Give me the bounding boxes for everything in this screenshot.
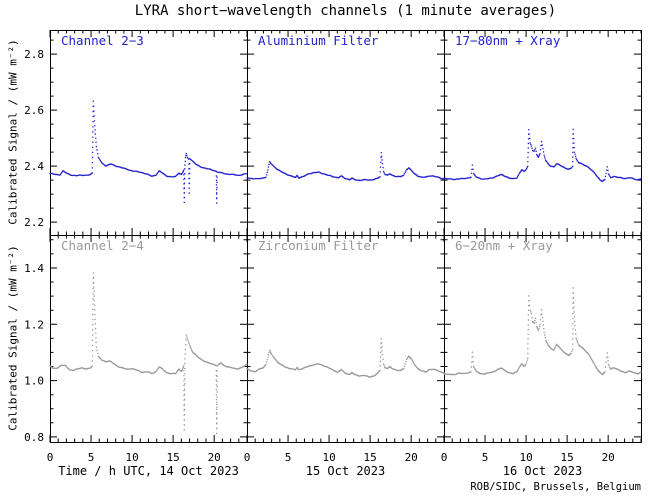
y-axis-title-text: Calibrated Signal / (mW m⁻²)	[6, 39, 20, 225]
credit-text: ROB/SIDC, Brussels, Belgium	[470, 481, 641, 493]
panel-border	[50, 235, 248, 443]
y-tick-label: 1.4	[24, 262, 44, 275]
y-tick-label: 2.4	[24, 160, 44, 173]
x-tick-label: 20	[208, 451, 221, 464]
y-tick-label: 1.0	[24, 375, 44, 388]
panel-label-6-20nm-xray: 6−20nm + Xray	[455, 238, 553, 253]
x-tick-label: 5	[285, 451, 292, 464]
panel-label-channel-2-4: Channel 2−4	[61, 238, 144, 253]
axis-ticks	[49, 30, 642, 442]
y-tick-label: 2.2	[24, 216, 44, 229]
x-axis-title-day2: 15 Oct 2023	[305, 464, 386, 478]
y-axis-title-text: Calibrated Signal / (mW m⁻²)	[6, 245, 20, 431]
chart-title: LYRA short−wavelength channels (1 minute…	[134, 3, 557, 19]
x-tick-label: 0	[244, 451, 251, 464]
x-tick-label: 20	[405, 451, 418, 464]
series-17-80nm-xray	[443, 128, 642, 183]
x-axis-title-day3: 16 Oct 2023	[502, 464, 583, 478]
x-tick-label: 5	[482, 451, 489, 464]
x-tick-label: 10	[519, 451, 532, 464]
panel-border	[444, 30, 642, 236]
x-axis-title-day1: Time / h UTC, 14 Oct 2023	[58, 464, 239, 478]
panel-border	[247, 30, 445, 236]
series-channel-2-3	[49, 100, 248, 204]
series-zirconium-filter	[246, 338, 445, 378]
series-aluminium-filter	[246, 152, 445, 182]
series-channel-2-4	[49, 272, 248, 435]
y-tick-label: 2.6	[24, 104, 44, 117]
x-tick-label: 0	[47, 451, 54, 464]
y-tick-label: 2.8	[24, 48, 44, 61]
panel-border	[247, 235, 445, 443]
series-6-20nm-xray	[443, 287, 642, 376]
panel-label-channel-2-3: Channel 2−3	[61, 33, 144, 48]
y-tick-label: 1.2	[24, 318, 44, 331]
x-tick-label: 10	[125, 451, 138, 464]
panel-border	[444, 235, 642, 443]
y-tick-label: 0.8	[24, 431, 44, 444]
panel-label-zirconium-filter: Zirconium Filter	[258, 238, 379, 253]
panel-border	[50, 30, 248, 236]
x-tick-label: 10	[322, 451, 335, 464]
x-tick-label: 20	[602, 451, 615, 464]
x-tick-label: 0	[441, 451, 448, 464]
x-tick-label: 5	[88, 451, 95, 464]
x-tick-label: 15	[560, 451, 573, 464]
panel-label-aluminium-filter: Aluminium Filter	[258, 33, 379, 48]
panel-label-17-80nm-xray: 17−80nm + Xray	[455, 33, 561, 48]
x-tick-label: 15	[166, 451, 179, 464]
x-tick-label: 15	[363, 451, 376, 464]
